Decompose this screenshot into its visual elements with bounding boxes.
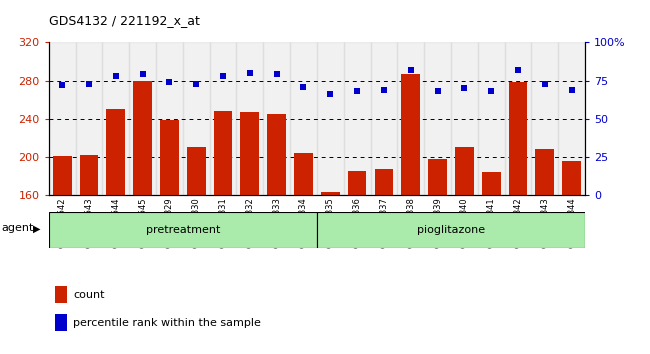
Bar	[237, 42, 263, 195]
Bar	[344, 42, 370, 195]
Point	[513, 67, 523, 73]
Bar	[49, 212, 317, 248]
Point	[459, 85, 469, 91]
Bar	[79, 155, 98, 195]
Bar	[263, 42, 290, 195]
Bar	[317, 212, 585, 248]
Point	[57, 82, 68, 88]
Point	[486, 88, 497, 94]
Point	[298, 84, 309, 90]
Point	[272, 72, 282, 77]
Point	[432, 88, 443, 94]
Point	[406, 67, 416, 73]
Bar	[187, 147, 205, 195]
Point	[566, 87, 577, 92]
Bar	[455, 147, 474, 195]
Bar	[508, 82, 527, 195]
Bar	[558, 42, 585, 195]
Bar	[397, 42, 424, 195]
Bar	[562, 161, 581, 195]
Point	[164, 79, 175, 85]
Point	[191, 81, 202, 86]
Bar	[428, 159, 447, 195]
Bar	[370, 42, 397, 195]
Point	[218, 73, 228, 79]
Text: count: count	[73, 290, 105, 299]
Bar	[214, 111, 233, 195]
Bar	[240, 112, 259, 195]
Bar	[294, 153, 313, 195]
Point	[111, 73, 121, 79]
Text: agent: agent	[1, 223, 34, 233]
Bar	[75, 42, 103, 195]
Bar	[103, 42, 129, 195]
Bar	[55, 314, 67, 331]
Bar	[129, 42, 156, 195]
Bar	[156, 42, 183, 195]
Bar	[209, 42, 237, 195]
Text: GDS4132 / 221192_x_at: GDS4132 / 221192_x_at	[49, 14, 200, 27]
Bar	[348, 171, 367, 195]
Point	[325, 91, 335, 97]
Bar	[160, 120, 179, 195]
Bar	[424, 42, 451, 195]
Bar	[482, 172, 500, 195]
Bar	[536, 149, 554, 195]
Bar	[107, 109, 125, 195]
Point	[379, 87, 389, 92]
Text: percentile rank within the sample: percentile rank within the sample	[73, 318, 261, 328]
Bar	[133, 81, 152, 195]
Bar	[478, 42, 504, 195]
Point	[540, 81, 550, 86]
Point	[352, 88, 362, 94]
Point	[137, 72, 148, 77]
Bar	[183, 42, 209, 195]
Bar	[55, 286, 67, 303]
Bar	[504, 42, 531, 195]
Bar	[401, 74, 420, 195]
Bar	[53, 156, 72, 195]
Point	[244, 70, 255, 76]
Bar	[317, 42, 344, 195]
Text: pretreatment: pretreatment	[146, 225, 220, 235]
Bar	[451, 42, 478, 195]
Bar	[290, 42, 317, 195]
Bar	[532, 42, 558, 195]
Point	[84, 81, 94, 86]
Text: pioglitazone: pioglitazone	[417, 225, 485, 235]
Bar	[321, 192, 340, 195]
Bar	[267, 114, 286, 195]
Bar	[374, 169, 393, 195]
Text: ▶: ▶	[32, 223, 40, 233]
Bar	[49, 42, 75, 195]
